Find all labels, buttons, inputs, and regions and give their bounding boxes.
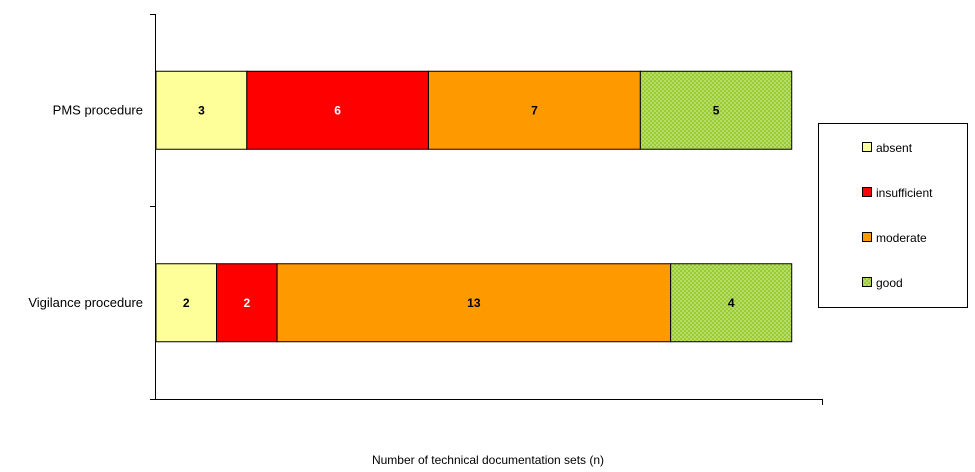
data-label: 7 <box>531 103 538 117</box>
category-labels: PMS procedure Vigilance procedure <box>28 102 143 310</box>
data-label: 4 <box>728 296 735 310</box>
bar-segment-good <box>639 70 793 150</box>
legend-label: good <box>876 276 903 290</box>
category-label: Vigilance procedure <box>28 295 143 310</box>
bar-segment-absent <box>155 263 218 343</box>
legend-swatch-insufficient <box>862 187 872 197</box>
bar-segment-moderate <box>427 70 641 150</box>
legend-label: insufficient <box>876 186 933 200</box>
x-axis-label: Number of technical documentation sets (… <box>372 453 604 467</box>
bars: 3 6 7 52 2 13 4 <box>155 70 793 343</box>
category-label: PMS procedure <box>53 102 143 117</box>
bar-segment-insufficient <box>216 263 278 343</box>
legend-swatch-moderate <box>862 232 872 242</box>
legend-label: absent <box>876 141 913 155</box>
legend-box <box>818 123 968 308</box>
data-label: 2 <box>183 296 190 310</box>
legend: absent insufficient moderate good <box>818 123 968 308</box>
data-label: 13 <box>467 296 481 310</box>
legend-swatch-absent <box>862 142 872 152</box>
data-label: 5 <box>713 103 720 117</box>
data-label: 2 <box>243 296 250 310</box>
data-label: 3 <box>198 103 205 117</box>
data-label: 6 <box>334 103 341 117</box>
legend-swatch-good <box>862 277 872 287</box>
bar-segment-good <box>670 263 793 343</box>
legend-label: moderate <box>876 231 927 245</box>
bar-segment-moderate <box>276 263 672 343</box>
bar-segment-absent <box>155 70 248 150</box>
